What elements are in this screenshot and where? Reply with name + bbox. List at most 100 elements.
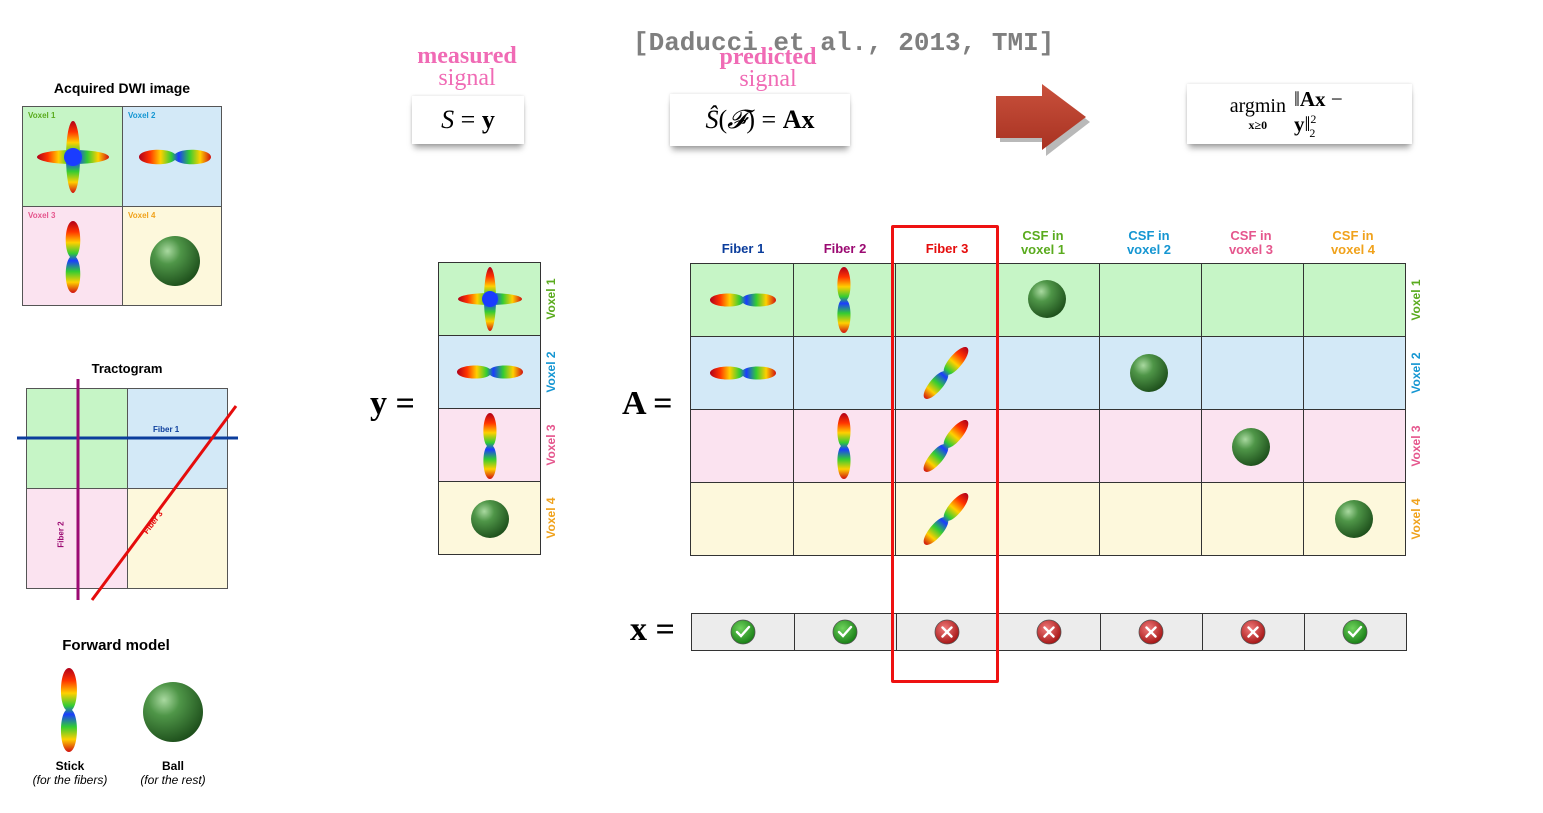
argmin-text: argmin: [1229, 95, 1286, 117]
A-col-head-6-l1: CSF in: [1230, 228, 1272, 243]
A-col-head-7: CSF in voxel 4: [1302, 229, 1404, 257]
y-row-label-4: Voxel 4: [544, 497, 558, 539]
dwi-grid: Voxel 1 Voxel 2 Voxel 3 Voxel 4: [22, 106, 222, 306]
y-row-label-1: Voxel 1: [544, 278, 558, 320]
ball-icon: [1335, 500, 1373, 538]
y-vector: [438, 262, 541, 555]
measured-equation-card: S = y: [412, 96, 524, 144]
fiber-2-label: Fiber 2: [56, 521, 66, 548]
A-col-divider: [895, 264, 896, 555]
predicted-equation-card: Ŝ(𝓕) = Ax: [670, 94, 850, 146]
A-row-4: [691, 483, 1405, 555]
diagonal-stick-icon: [923, 493, 969, 545]
objective-card: argmin x≥0 ‖Ax − y‖22: [1187, 84, 1412, 144]
tract-voxel-4: [128, 489, 227, 588]
A-col-head-3-text: Fiber 3: [925, 241, 969, 256]
y-voxel-4: [439, 482, 540, 554]
horizontal-stick-icon: [710, 293, 776, 307]
A-col-divider: [1099, 264, 1100, 555]
tractogram-title: Tractogram: [91, 361, 163, 376]
ball-icon: [150, 236, 200, 286]
A-col-divider: [793, 264, 794, 555]
horizontal-odf-icon: [139, 149, 211, 165]
A-col-head-2: Fiber 2: [794, 242, 896, 256]
crossing-odf-icon: [458, 267, 522, 331]
y-voxel-2: [439, 336, 540, 409]
ball-icon: [1028, 280, 1066, 318]
citation: [Daducci et al., 2013, TMI]: [633, 28, 1055, 58]
x-symbol: x =: [630, 611, 675, 648]
x-divider: [1202, 614, 1203, 650]
A-col-head-6: CSF in voxel 3: [1200, 229, 1302, 257]
tractogram-fibers: [17, 379, 238, 601]
A-row-label-3: Voxel 3: [1409, 425, 1423, 467]
cross-icon: [1240, 619, 1266, 645]
A-col-head-3: Fiber 3: [896, 242, 998, 256]
A-col-divider: [1201, 264, 1202, 555]
measured-word: measured: [417, 43, 517, 69]
fiber-3-highlight: [891, 225, 999, 683]
A-row-label-1: Voxel 1: [1409, 279, 1423, 321]
A-row-2: [691, 337, 1405, 410]
A-col-head-4-l2: voxel 1: [1020, 242, 1066, 257]
A-col-head-2-text: Fiber 2: [823, 241, 867, 256]
check-icon: [730, 619, 756, 645]
dwi-voxel-2: Voxel 2: [123, 107, 221, 207]
stick-name: Stick: [55, 759, 85, 773]
A-col-head-6-l2: voxel 3: [1228, 242, 1274, 257]
ball-icon: [1130, 354, 1168, 392]
signal-word: signal: [438, 65, 496, 91]
dwi-voxel-4-label: Voxel 4: [128, 211, 156, 220]
y-voxel-3: [439, 409, 540, 482]
measured-equation: S = y: [441, 105, 495, 134]
stick-desc: (for the fibers): [32, 773, 108, 787]
cross-icon: [934, 619, 960, 645]
crossing-odf-icon: [37, 121, 109, 193]
x-vector: [691, 613, 1407, 651]
y-row-label-2: Voxel 2: [544, 351, 558, 393]
dwi-voxel-4: Voxel 4: [123, 207, 221, 305]
predicted-word: predicted: [719, 44, 817, 70]
x-divider: [1304, 614, 1305, 650]
A-row-3: [691, 410, 1405, 483]
A-symbol: A =: [622, 385, 673, 422]
diagonal-stick-icon: [923, 347, 969, 399]
x-divider: [1100, 614, 1101, 650]
ball-name: Ball: [161, 759, 184, 773]
A-col-head-4: CSF in voxel 1: [992, 229, 1094, 257]
A-col-head-1: Fiber 1: [692, 242, 794, 256]
A-matrix: [690, 263, 1406, 556]
A-col-head-5-l2: voxel 2: [1126, 242, 1172, 257]
ball-caption: Ball (for the rest): [123, 759, 223, 787]
ball-icon: [471, 500, 509, 538]
predicted-signal-word: signal: [739, 66, 797, 92]
y-voxel-1: [439, 263, 540, 336]
measured-signal-title: measured signal: [404, 43, 530, 91]
A-col-head-5: CSF in voxel 2: [1098, 229, 1200, 257]
y-row-label-3: Voxel 3: [544, 424, 558, 466]
dwi-voxel-3-label: Voxel 3: [28, 211, 56, 220]
A-col-head-7-l2: voxel 4: [1330, 242, 1376, 257]
fiber-3-line: [90, 405, 238, 601]
y-symbol: y =: [370, 385, 415, 422]
A-col-head-4-l1: CSF in: [1022, 228, 1064, 243]
argmin-constraint: x≥0: [1248, 118, 1268, 132]
predicted-equation: Ŝ(𝓕) = Ax: [705, 104, 815, 134]
objective-norm: ‖Ax − y‖22: [1293, 87, 1343, 140]
cross-icon: [1138, 619, 1164, 645]
A-row-label-2: Voxel 2: [1409, 352, 1423, 394]
A-col-head-7-l1: CSF in: [1332, 228, 1374, 243]
A-col-head-1-text: Fiber 1: [721, 241, 765, 256]
vertical-odf-icon: [483, 413, 497, 479]
ball-model-icon: [143, 682, 203, 742]
dwi-title: Acquired DWI image: [53, 80, 191, 96]
fiber-1-label: Fiber 1: [153, 425, 180, 434]
predicted-signal-title: predicted signal: [705, 44, 831, 92]
ball-desc: (for the rest): [140, 773, 206, 787]
ball-icon: [1232, 428, 1270, 466]
forward-model-title: Forward model: [62, 637, 170, 654]
x-divider: [794, 614, 795, 650]
diagonal-stick-icon: [923, 420, 969, 472]
A-row-label-4: Voxel 4: [1409, 498, 1423, 540]
stick-caption: Stick (for the fibers): [20, 759, 120, 787]
